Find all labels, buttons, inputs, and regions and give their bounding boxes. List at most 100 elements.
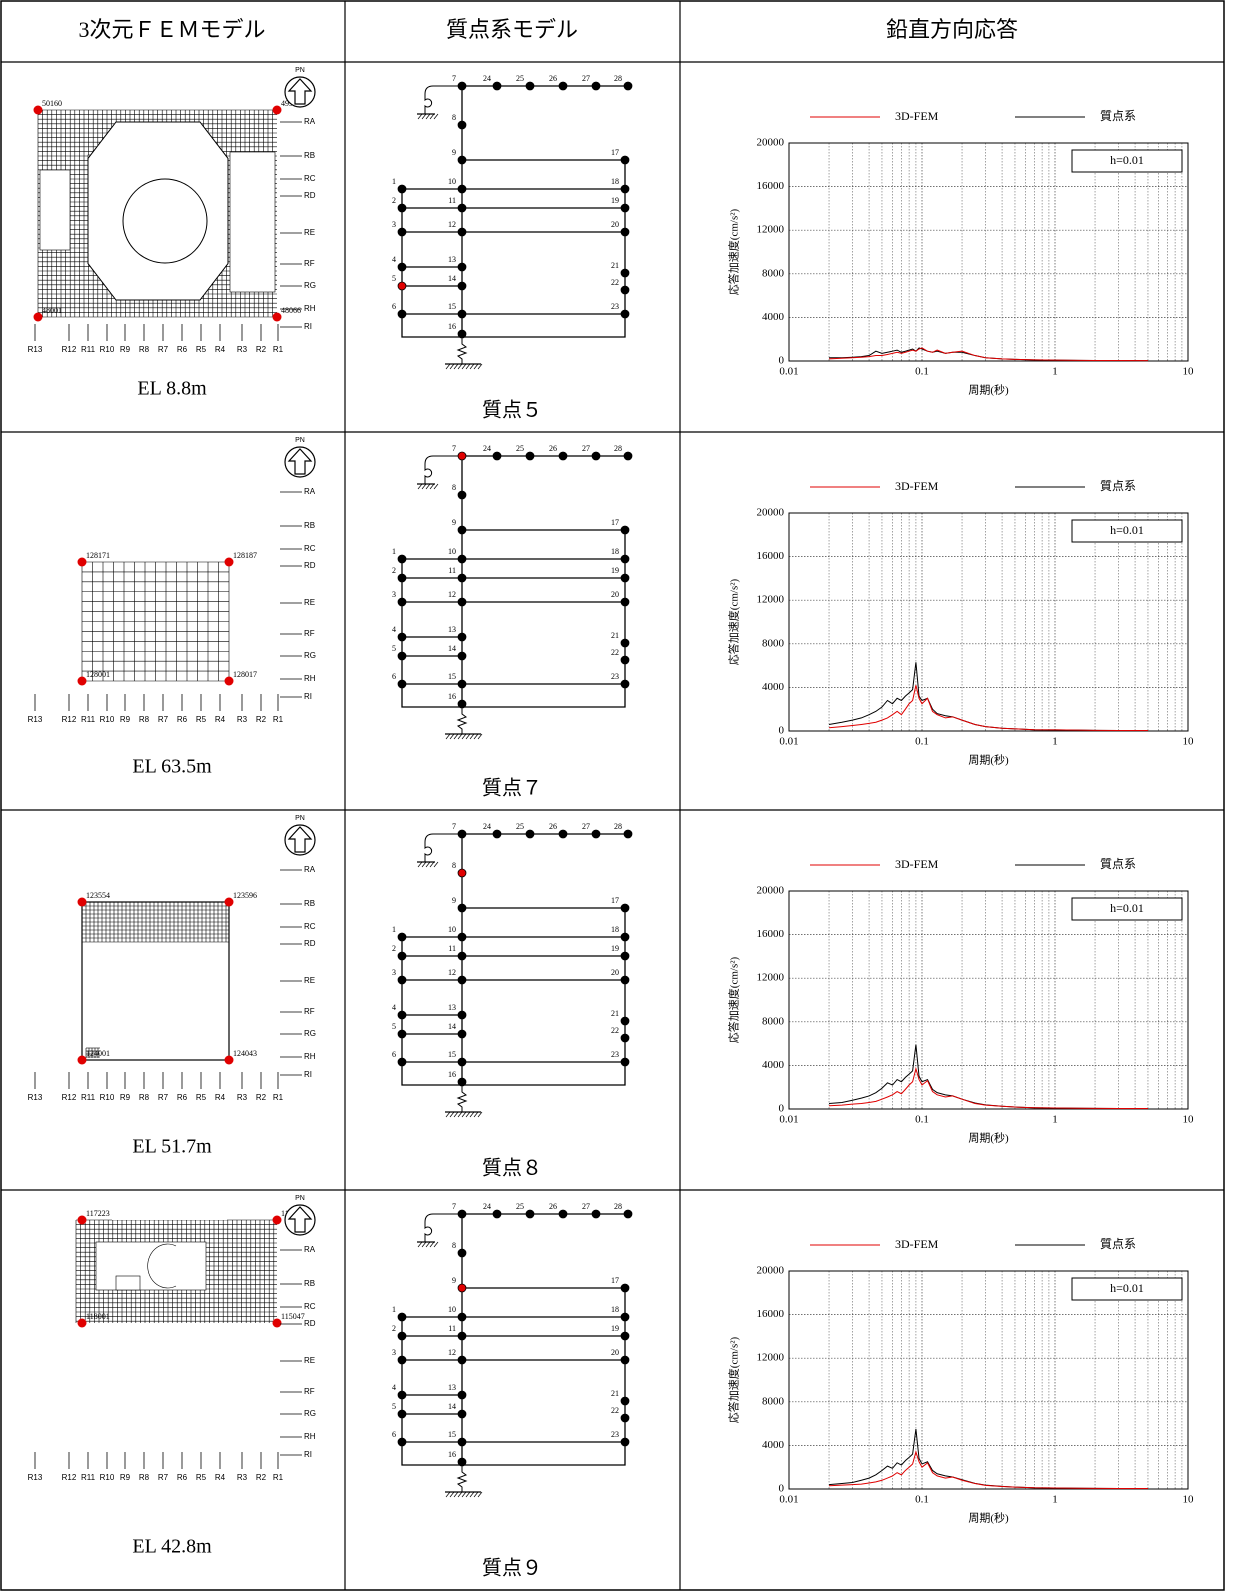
- node-label: 5: [392, 1402, 396, 1411]
- mass-node: [620, 1057, 630, 1067]
- plot-frame: [788, 1270, 1189, 1490]
- node-label: 28: [614, 822, 622, 831]
- annotation: h=0.01: [1110, 153, 1144, 167]
- row-axis-label: RF: [304, 1387, 315, 1396]
- mass-node: [558, 1209, 568, 1219]
- col-axis-label: R8: [139, 715, 150, 724]
- node-label: 2: [392, 944, 396, 953]
- mass-node: [623, 81, 633, 91]
- y-tick-label: 4000: [762, 1059, 785, 1071]
- node-label: 15: [448, 1050, 456, 1059]
- ground-hatch: [421, 861, 427, 868]
- y-tick-label: 4000: [762, 311, 785, 323]
- mass-node: [457, 1077, 467, 1087]
- mass-node: [397, 1437, 407, 1447]
- ground-hatch: [425, 483, 431, 490]
- col-axis-label: R5: [196, 1093, 207, 1102]
- row-axis-label: RG: [304, 1029, 316, 1038]
- node-label: 20: [611, 1348, 619, 1357]
- col-axis-label: R5: [196, 715, 207, 724]
- x-axis-label: 周期(秒): [968, 383, 1009, 397]
- mass-node: [397, 679, 407, 689]
- row-axis-label: RD: [304, 939, 316, 948]
- spring: [456, 1082, 468, 1112]
- row-axis-label: RI: [304, 692, 312, 701]
- node-label: 23: [611, 1050, 619, 1059]
- node-label: 16: [448, 692, 456, 701]
- y-tick-label: 0: [779, 1103, 785, 1115]
- col-axis-label: R12: [62, 715, 77, 724]
- node-label: 22: [611, 1406, 619, 1415]
- col-axis-label: R3: [237, 1093, 248, 1102]
- mass-node: [457, 227, 467, 237]
- corner-node: [77, 1055, 87, 1065]
- mass-node: [457, 573, 467, 583]
- row-axis-label: RB: [304, 1279, 315, 1288]
- mass-node: [397, 309, 407, 319]
- fem-mesh: [37, 109, 277, 318]
- col-axis-label: R6: [177, 1473, 188, 1482]
- ground-hatch: [453, 1111, 459, 1118]
- corner-node: [77, 1318, 87, 1328]
- node-label: 5: [392, 1022, 396, 1031]
- mass-node: [457, 155, 467, 165]
- col-axis-label: R3: [237, 715, 248, 724]
- series-line: [829, 1066, 1148, 1110]
- y-tick-label: 4000: [762, 681, 785, 693]
- corner-node-label: 48001: [42, 306, 62, 315]
- col-axis-label: R12: [62, 345, 77, 354]
- corner-node: [272, 312, 282, 322]
- node-label: 10: [448, 547, 456, 556]
- corner-node-label: 128017: [233, 670, 257, 679]
- x-axis-label: 周期(秒): [968, 753, 1009, 767]
- plot-frame: [788, 512, 1189, 732]
- node-label: 3: [392, 1348, 396, 1357]
- col-axis-label: R10: [100, 345, 115, 354]
- ground-hatch: [461, 363, 467, 370]
- node-label: 20: [611, 968, 619, 977]
- col-axis-label: R11: [81, 715, 96, 724]
- fem-mesh: [75, 1210, 277, 1323]
- annotation-box: [1071, 519, 1183, 543]
- series-line: [828, 1428, 1148, 1490]
- mass-node: [492, 451, 502, 461]
- mass-node: [620, 1413, 630, 1423]
- ground-hatch: [465, 1491, 471, 1498]
- north-arrow: [287, 826, 313, 853]
- mass-node: [457, 903, 467, 913]
- corner-node-label: 118001: [86, 1312, 110, 1321]
- north-label: PN: [295, 437, 305, 444]
- mass-node: [397, 1331, 407, 1341]
- mass-node: [457, 699, 467, 709]
- mass-node: [620, 203, 630, 213]
- rotational-spring: [424, 833, 462, 862]
- corner-node-label: 128187: [233, 551, 257, 560]
- y-tick-label: 12000: [757, 1352, 785, 1364]
- y-tick-label: 0: [779, 725, 785, 737]
- col-axis-label: R5: [196, 1473, 207, 1482]
- corner-node-label: 123596: [233, 891, 257, 900]
- node-label: 18: [611, 177, 619, 186]
- node-label: 7: [452, 74, 456, 83]
- mass-node: [620, 573, 630, 583]
- col-axis-label: R2: [256, 715, 267, 724]
- mass-node: [620, 1355, 630, 1365]
- node-label: 15: [448, 302, 456, 311]
- mass-node: [620, 525, 630, 535]
- y-axis-label: 応答加速度(cm/s²): [727, 208, 741, 295]
- mass-node: [525, 1209, 535, 1219]
- mass-node: [620, 1033, 630, 1043]
- node-label: 8: [452, 1241, 456, 1250]
- ground-hatch: [465, 363, 471, 370]
- ground-hatch: [417, 113, 423, 120]
- mass-node: [457, 203, 467, 213]
- col-axis-label: R2: [256, 1473, 267, 1482]
- series-line: [829, 347, 1148, 362]
- node-label: 25: [516, 1202, 524, 1211]
- ground-hatch: [429, 861, 435, 868]
- col-axis-label: R13: [28, 715, 43, 724]
- elevation-label: EL 63.5m: [132, 756, 212, 778]
- y-tick-label: 12000: [757, 224, 785, 236]
- corner-node-label: 123554: [86, 891, 110, 900]
- mass-node: [397, 932, 407, 942]
